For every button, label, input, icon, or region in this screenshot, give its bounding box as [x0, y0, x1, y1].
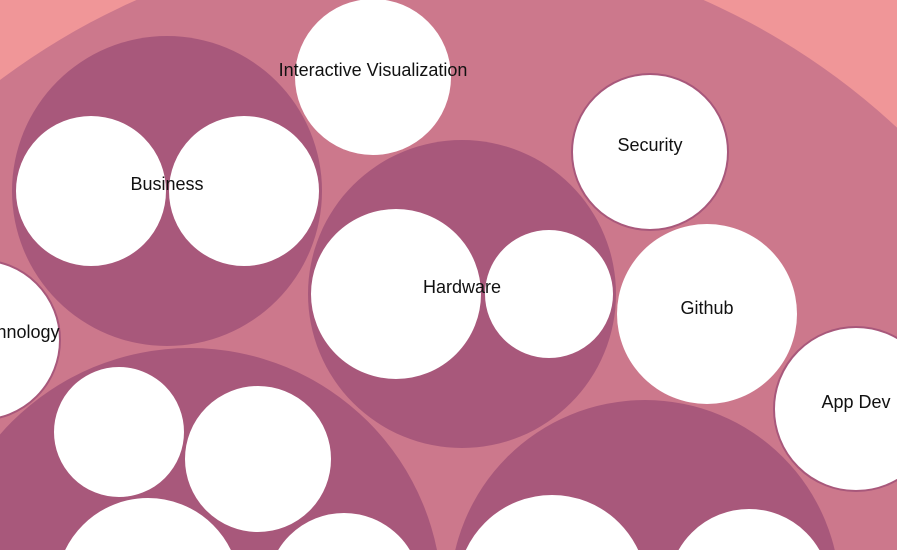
leaf-circle-app-dev[interactable] [773, 326, 897, 492]
label-interactive-visualization: Interactive Visualization [279, 60, 468, 80]
leaf-circle-bottom-right-2[interactable] [667, 507, 831, 550]
label-business: Business [130, 174, 203, 194]
label-github: Github [680, 298, 733, 318]
leaf-circle-security[interactable] [571, 73, 729, 231]
leaf-circle-hardware-1[interactable] [309, 207, 483, 381]
label-technology: hnology [0, 322, 60, 342]
leaf-circle-bottom-left-4[interactable] [266, 511, 422, 550]
leaf-circle-interactive-visualization[interactable] [295, 0, 451, 155]
leaf-circle-github[interactable] [617, 224, 797, 404]
leaf-circle-business-2[interactable] [167, 114, 321, 268]
leaf-circle-bottom-right-1[interactable] [456, 493, 648, 550]
label-app-dev: App Dev [821, 392, 890, 412]
leaf-circle-bottom-left-1[interactable] [52, 365, 186, 499]
leaf-circle-bottom-left-2[interactable] [183, 384, 333, 534]
leaf-circle-bottom-left-3[interactable] [55, 496, 241, 550]
leaf-circle-hardware-2[interactable] [483, 228, 615, 360]
label-security: Security [617, 135, 682, 155]
label-hardware: Hardware [423, 277, 501, 297]
leaf-circle-technology[interactable] [0, 260, 61, 420]
